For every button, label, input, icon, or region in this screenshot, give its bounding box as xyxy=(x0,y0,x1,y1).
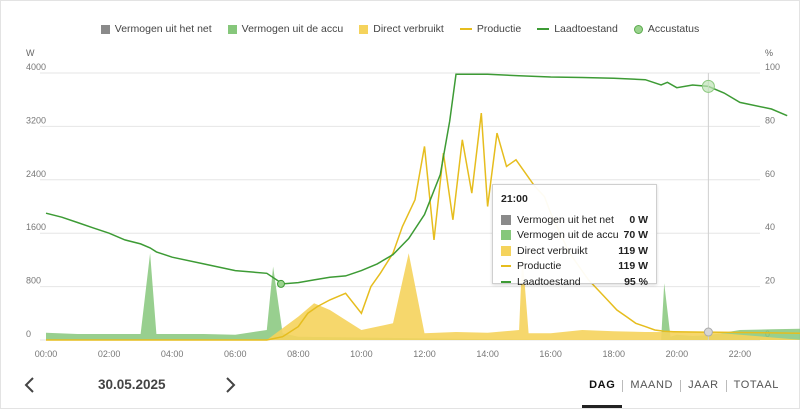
y-tick-label-right: 100 xyxy=(765,62,780,72)
legend-swatch xyxy=(537,28,550,30)
current-date: 30.05.2025 xyxy=(98,377,166,392)
tooltip-row: Laadtoestand 95 % xyxy=(501,274,648,290)
tooltip-label: Vermogen uit de accu xyxy=(517,229,619,242)
chart-legend: Vermogen uit het net Vermogen uit de accu… xyxy=(0,20,800,38)
x-tick-label: 16:00 xyxy=(539,349,562,359)
legend-swatch xyxy=(100,24,110,34)
x-tick-label: 08:00 xyxy=(287,349,310,359)
tooltip-row: Productie 119 W xyxy=(501,259,648,275)
y-tick-label-right: 40 xyxy=(765,222,775,232)
energy-chart[interactable]: 0800160024003200400002040608010000:0002:… xyxy=(0,0,800,370)
y-tick-label-right: 20 xyxy=(765,276,775,286)
legend-label: Vermogen uit de accu xyxy=(241,23,344,35)
tooltip-row: Vermogen uit de accu 70 W xyxy=(501,228,648,244)
legend-item[interactable]: Accustatus xyxy=(633,20,700,38)
y-tick-label-left: 4000 xyxy=(26,62,46,72)
tooltip-swatch xyxy=(501,230,511,241)
y-tick-label-left: 2400 xyxy=(26,169,46,179)
legend-label: Productie xyxy=(476,23,522,35)
y-tick-label-right: 60 xyxy=(765,169,775,179)
tooltip-label: Direct verbruikt xyxy=(517,244,588,257)
tab-divider xyxy=(622,380,624,392)
left-axis-unit: W xyxy=(26,48,35,58)
tab-divider xyxy=(725,380,727,392)
x-tick-label: 18:00 xyxy=(602,349,625,359)
tooltip-label: Vermogen uit het net xyxy=(517,213,614,226)
date-navigation-bar: 30.05.2025 DAG MAAND JAAR TOTAAL xyxy=(0,368,800,408)
tooltip-swatch xyxy=(501,245,511,256)
legend-item[interactable]: Vermogen uit het net xyxy=(100,20,212,38)
legend-label: Laadtoestand xyxy=(554,23,618,35)
hover-point-productie xyxy=(703,327,713,337)
x-tick-label: 04:00 xyxy=(161,349,184,359)
tooltip-time: 21:00 xyxy=(501,193,528,205)
y-tick-label-right: 80 xyxy=(765,115,775,125)
y-tick-label-left: 3200 xyxy=(26,115,46,125)
tab-totaal[interactable]: TOTAAL xyxy=(733,379,779,391)
legend-swatch xyxy=(359,24,369,34)
tab-jaar[interactable]: JAAR xyxy=(688,379,719,391)
tab-divider xyxy=(680,380,682,392)
x-tick-label: 06:00 xyxy=(224,349,247,359)
legend-item[interactable]: Direct verbruikt xyxy=(359,20,444,38)
right-axis-unit: % xyxy=(765,48,774,58)
tooltip-label: Productie xyxy=(517,260,562,273)
x-tick-label: 22:00 xyxy=(729,349,752,359)
tooltip-value: 119 W xyxy=(618,244,648,257)
x-tick-label: 14:00 xyxy=(476,349,499,359)
tooltip-row: Vermogen uit het net 0 W xyxy=(501,212,648,228)
x-tick-label: 02:00 xyxy=(98,349,121,359)
legend-swatch xyxy=(633,24,643,34)
x-tick-label: 20:00 xyxy=(666,349,689,359)
series-line-productie xyxy=(46,113,800,341)
legend-label: Vermogen uit het net xyxy=(114,23,212,35)
x-tick-label: 12:00 xyxy=(413,349,436,359)
tooltip-value: 70 W xyxy=(623,229,648,242)
tab-dag[interactable]: DAG xyxy=(582,378,623,408)
legend-label: Accustatus xyxy=(647,23,700,35)
legend-item[interactable]: Vermogen uit de accu xyxy=(227,20,344,38)
x-tick-label: 10:00 xyxy=(350,349,373,359)
tooltip-value: 119 W xyxy=(618,260,648,273)
series-line-laadtoestand xyxy=(45,73,788,285)
tooltip-swatch xyxy=(501,280,511,283)
series-area-direct-verbruikt xyxy=(46,253,800,340)
chart-tooltip: 21:00 Vermogen uit het net 0 W Vermogen ui… xyxy=(492,184,657,288)
legend-item[interactable]: Laadtoestand xyxy=(537,20,618,38)
tooltip-swatch xyxy=(501,214,511,225)
tooltip-row: Direct verbruikt 119 W xyxy=(501,243,648,259)
tab-maand[interactable]: MAAND xyxy=(630,379,674,391)
y-tick-label-left: 0 xyxy=(26,329,31,339)
x-tick-label: 00:00 xyxy=(35,349,58,359)
chevron-right-icon[interactable] xyxy=(220,374,240,396)
accustatus-marker xyxy=(276,279,285,288)
y-tick-label-left: 1600 xyxy=(26,222,46,232)
hover-point-laadtoestand xyxy=(701,79,715,93)
tooltip-value: 0 W xyxy=(629,213,648,226)
tooltip-label: Laadtoestand xyxy=(517,275,581,288)
tooltip-value: 95 % xyxy=(624,275,648,288)
chevron-left-icon[interactable] xyxy=(20,374,40,396)
legend-swatch xyxy=(459,28,472,30)
period-tabs: DAG MAAND JAAR TOTAAL xyxy=(582,378,786,408)
tooltip-swatch xyxy=(501,265,511,268)
y-tick-label-left: 800 xyxy=(26,276,41,286)
legend-item[interactable]: Productie xyxy=(459,20,522,38)
legend-swatch xyxy=(227,24,237,34)
legend-label: Direct verbruikt xyxy=(373,23,444,35)
